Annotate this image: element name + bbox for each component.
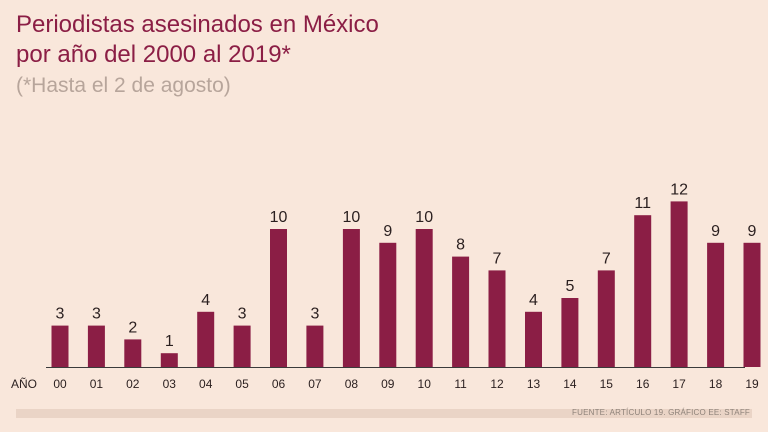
bar-03 (160, 353, 178, 367)
x-tick-label-03: 03 (163, 377, 177, 391)
value-label-15: 7 (602, 250, 611, 267)
bar-01 (87, 325, 105, 367)
bar-07 (306, 325, 324, 367)
x-tick-label-04: 04 (199, 377, 213, 391)
bar-10 (415, 229, 433, 367)
x-axis-label: AÑO (11, 377, 37, 391)
x-tick-label-15: 15 (600, 377, 614, 391)
title-line-2: por año del 2000 al 2019* (16, 41, 291, 68)
value-label-00: 3 (56, 306, 65, 323)
bar-11 (452, 256, 470, 367)
value-label-10: 10 (415, 209, 433, 226)
x-tick-label-17: 17 (672, 377, 686, 391)
bar-08 (342, 229, 360, 367)
bar-18 (707, 242, 725, 367)
bar-05 (233, 325, 251, 367)
value-label-03: 1 (165, 333, 174, 350)
x-tick-label-06: 06 (272, 377, 286, 391)
x-tick-label-14: 14 (563, 377, 577, 391)
x-tick-label-13: 13 (527, 377, 541, 391)
bar-13 (525, 311, 542, 367)
title-line-1: Periodistas asesinados en México (16, 11, 379, 38)
bar-06 (270, 229, 287, 367)
x-tick-label-08: 08 (345, 377, 359, 391)
x-tick-label-02: 02 (126, 377, 140, 391)
bar-00 (51, 325, 69, 367)
value-label-06: 10 (270, 209, 288, 226)
source-credit: FUENTE: ARTÍCULO 19. GRÁFICO EE: STAFF (572, 408, 750, 417)
x-tick-label-05: 05 (235, 377, 249, 391)
value-label-01: 3 (92, 306, 101, 323)
x-tick-label-07: 07 (308, 377, 322, 391)
value-label-19: 9 (748, 223, 757, 240)
bar-16 (634, 215, 652, 367)
x-tick-label-10: 10 (418, 377, 432, 391)
bar-17 (670, 201, 688, 367)
chart-title: Periodistas asesinados en México por año… (16, 10, 379, 70)
x-tick-label-16: 16 (636, 377, 650, 391)
x-tick-label-18: 18 (709, 377, 723, 391)
value-label-18: 9 (711, 223, 720, 240)
bar-12 (488, 270, 506, 367)
x-tick-label-09: 09 (381, 377, 395, 391)
value-label-07: 3 (310, 306, 319, 323)
x-tick-label-11: 11 (454, 377, 467, 391)
bar-09 (379, 242, 397, 367)
x-tick-label-12: 12 (490, 377, 504, 391)
value-label-17: 12 (670, 181, 688, 198)
x-tick-label-00: 00 (53, 377, 67, 391)
bar-02 (124, 339, 142, 367)
x-tick-label-19: 19 (745, 377, 759, 391)
bar-14 (561, 298, 579, 367)
value-label-14: 5 (565, 278, 574, 295)
footer-band (16, 409, 752, 418)
x-tick-label-01: 01 (90, 377, 104, 391)
value-label-11: 8 (456, 237, 465, 254)
bar-04 (197, 311, 215, 367)
value-label-02: 2 (128, 319, 137, 336)
value-label-12: 7 (493, 250, 502, 267)
bar-19 (743, 242, 761, 367)
value-label-05: 3 (238, 306, 247, 323)
value-label-16: 11 (634, 195, 651, 212)
bar-15 (597, 270, 615, 367)
value-label-08: 10 (343, 209, 361, 226)
value-label-04: 4 (201, 292, 210, 309)
value-label-13: 4 (529, 292, 538, 309)
chart-subtitle: (*Hasta el 2 de agosto) (16, 74, 231, 97)
value-label-09: 9 (383, 223, 392, 240)
